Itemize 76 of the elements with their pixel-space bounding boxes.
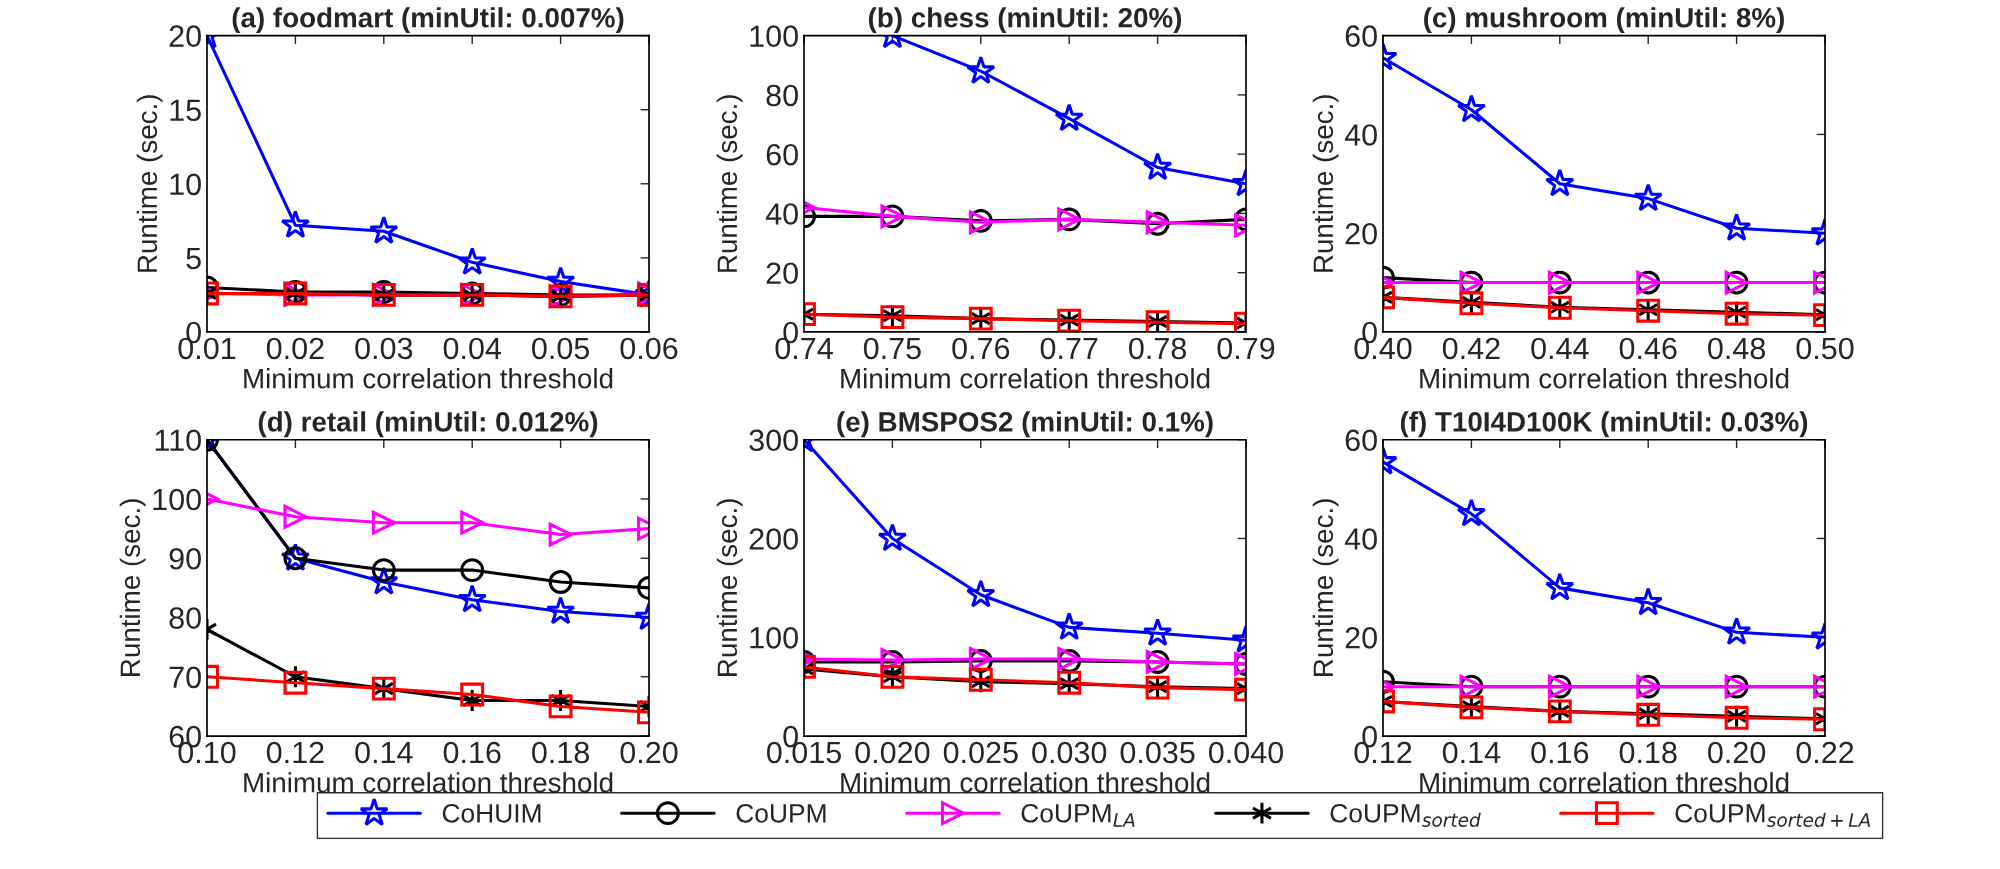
chart-title: (b) chess (minUtil: 20%): [868, 7, 1182, 34]
x-tick-label: 0.79: [1217, 337, 1275, 360]
x-axis-title: Minimum correlation threshold: [1420, 772, 1789, 793]
legend-label: CoUPM: [736, 803, 826, 823]
x-tick-label: 0.040: [1208, 741, 1284, 764]
x-tick-label: 0.04: [443, 337, 502, 360]
chart-title: (d) retail (minUtil: 0.012%): [258, 411, 598, 438]
y-tick-label: 40: [765, 203, 798, 225]
x-tick-label: 0.020: [855, 741, 930, 764]
legend-label: CoHUIM: [442, 803, 541, 823]
x-tick-label: 0.05: [532, 337, 590, 360]
y-tick-label: 80: [169, 607, 201, 629]
x-tick-label: 0.22: [1796, 741, 1854, 764]
y-tick-label: 60: [1345, 25, 1377, 47]
y-tick-label: 200: [749, 528, 798, 550]
x-tick-label: 0.030: [1032, 741, 1107, 764]
x-tick-label: 0.18: [532, 741, 590, 764]
x-axis-title: Minimum correlation threshold: [244, 368, 613, 389]
y-tick-label: 80: [766, 84, 798, 107]
x-axis-title: Minimum correlation threshold: [841, 772, 1210, 793]
x-tick-label: 0.20: [1708, 741, 1766, 764]
x-axis-title: Minimum correlation threshold: [244, 772, 613, 793]
x-tick-label: 0.78: [1129, 337, 1187, 360]
x-tick-label: 0.12: [266, 741, 324, 764]
x-tick-label: 0.46: [1619, 337, 1677, 360]
y-tick-label: 90: [169, 547, 201, 570]
y-tick-label: 20: [169, 25, 201, 47]
x-axis-title: Minimum correlation threshold: [841, 368, 1210, 389]
x-tick-label: 0.025: [943, 741, 1018, 764]
x-tick-label: 0.035: [1120, 741, 1195, 764]
x-tick-label: 0.77: [1040, 337, 1098, 360]
x-tick-label: 0.16: [443, 741, 501, 764]
x-tick-label: 0.50: [1796, 337, 1854, 360]
x-tick-label: 0.02: [266, 337, 324, 360]
y-tick-label: 20: [1345, 627, 1377, 649]
x-tick-label: 0.16: [1531, 741, 1589, 764]
y-axis-title: Runtime (sec.): [119, 499, 146, 676]
chart-title: (c) mushroom (minUtil: 8%): [1424, 7, 1784, 34]
x-tick-label: 0.06: [620, 337, 678, 360]
y-tick-label: 5: [186, 247, 201, 270]
x-tick-label: 0.14: [355, 741, 413, 764]
y-tick-label: 110: [155, 429, 201, 452]
chart-title: (f) T10I4D100K (minUtil: 0.03%): [1400, 411, 1808, 438]
chart-title: (a) foodmart (minUtil: 0.007%): [232, 7, 624, 34]
x-tick-label: 0.03: [355, 337, 413, 360]
y-tick-label: 40: [1344, 124, 1377, 146]
x-tick-label: 0.75: [863, 337, 921, 360]
y-tick-label: 10: [170, 173, 201, 196]
x-tick-label: 0.44: [1531, 337, 1589, 360]
y-axis-title: Runtime (sec.): [716, 95, 743, 272]
x-tick-label: 0.76: [952, 337, 1010, 360]
legend-label: CoUPM$_{LA}$: [1021, 803, 1135, 827]
x-axis-title: Minimum correlation threshold: [1420, 368, 1789, 389]
y-tick-label: 60: [766, 143, 798, 166]
y-axis-title: Runtime (sec.): [136, 95, 163, 272]
y-tick-label: 20: [766, 262, 798, 285]
x-tick-label: 0.18: [1619, 741, 1677, 764]
y-tick-label: 100: [153, 488, 201, 511]
chart-title: (e) BMSPOS2 (minUtil: 0.1%): [837, 411, 1213, 438]
y-axis-title: Runtime (sec.): [1312, 95, 1339, 272]
y-tick-label: 100: [750, 627, 798, 649]
y-axis-title: Runtime (sec.): [1312, 499, 1339, 676]
y-tick-label: 100: [750, 25, 798, 47]
legend-label: CoUPM$_{sorted}$: [1330, 803, 1481, 827]
x-tick-label: 0.48: [1708, 337, 1766, 360]
y-tick-label: 20: [1345, 222, 1377, 245]
y-tick-label: 15: [170, 99, 201, 122]
x-tick-label: 0.14: [1442, 741, 1501, 764]
y-tick-label: 60: [1345, 429, 1377, 452]
y-tick-label: 40: [1344, 528, 1377, 550]
y-tick-label: 70: [169, 666, 201, 689]
x-tick-label: 0.42: [1442, 337, 1500, 360]
y-axis-title: Runtime (sec.): [716, 499, 743, 676]
x-tick-label: 0.20: [620, 741, 678, 764]
y-tick-label: 300: [749, 429, 798, 452]
legend-label: CoUPM$_{sorted+LA}$: [1675, 803, 1870, 827]
